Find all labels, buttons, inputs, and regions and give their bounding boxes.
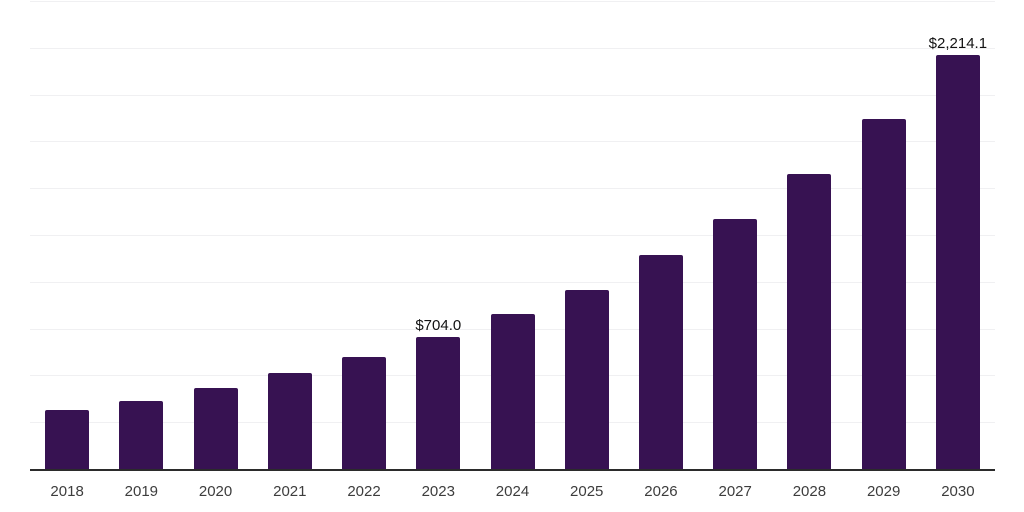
gridline <box>30 1 995 2</box>
x-tick-label-2030: 2030 <box>941 483 975 500</box>
bar-2029[interactable] <box>861 118 906 469</box>
gridline <box>30 141 995 143</box>
gridline <box>30 94 995 96</box>
bar-2024[interactable] <box>490 314 535 469</box>
bar-2019[interactable] <box>119 401 164 469</box>
gridline <box>30 235 995 236</box>
bar-2023[interactable]: $704.0 <box>415 318 461 469</box>
x-tick-label-2019: 2019 <box>124 483 159 500</box>
bar-2026[interactable] <box>638 255 683 469</box>
x-tick-label-2018: 2018 <box>50 483 84 500</box>
bar-2025[interactable] <box>564 289 609 469</box>
gridline <box>30 47 995 49</box>
gridline <box>30 188 995 190</box>
x-tick-label-2028: 2028 <box>792 483 827 500</box>
value-label-2023: $704.0 <box>415 317 462 335</box>
value-label-2030: $2,214.1 <box>928 34 988 52</box>
x-tick-label-2027: 2027 <box>718 483 752 500</box>
bar-2018[interactable] <box>45 410 90 469</box>
x-tick-label-2022: 2022 <box>347 483 381 500</box>
bar-2021[interactable] <box>267 372 312 469</box>
x-tick-label-2020: 2020 <box>198 483 233 500</box>
x-tick-label-2025: 2025 <box>570 483 604 500</box>
x-tick-label-2026: 2026 <box>644 483 678 500</box>
x-tick-label-2029: 2029 <box>866 483 901 500</box>
gridline <box>30 281 995 283</box>
x-tick-label-2021: 2021 <box>273 483 307 500</box>
bar-2020[interactable] <box>193 387 238 469</box>
bar-2028[interactable] <box>787 173 832 469</box>
bar-2022[interactable] <box>342 357 387 469</box>
bar-2027[interactable] <box>713 218 758 469</box>
x-tick-label-2024: 2024 <box>495 483 530 500</box>
bar-2030[interactable]: $2,214.1 <box>929 36 987 469</box>
x-axis-line <box>30 469 995 471</box>
x-tick-label-2023: 2023 <box>421 483 455 500</box>
